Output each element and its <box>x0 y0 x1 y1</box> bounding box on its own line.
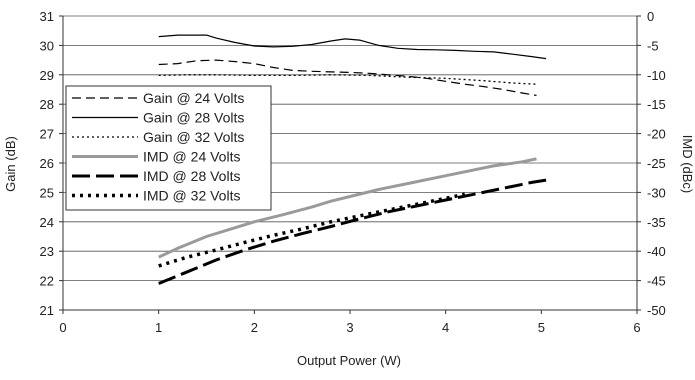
series-layer <box>158 34 547 285</box>
x-tick-label: 6 <box>633 320 640 335</box>
y-tick-label: 29 <box>40 68 54 83</box>
y-tick-label: 22 <box>40 274 54 289</box>
y-tick-label: 21 <box>40 303 54 318</box>
legend-label: IMD @ 32 Volts <box>143 188 240 204</box>
y-tick-label: 26 <box>40 156 54 171</box>
y-tick-label: 23 <box>40 244 54 259</box>
y2-tick-label: 0 <box>647 9 654 24</box>
y2-tick-label: -10 <box>647 68 666 83</box>
legend-label: Gain @ 28 Volts <box>143 110 244 126</box>
y2-tick-label: -20 <box>647 127 666 142</box>
y2-tick-label: -30 <box>647 185 666 200</box>
y-tick-label: 24 <box>40 215 54 230</box>
y2-axis-title: IMD (dBc) <box>680 135 695 194</box>
y2-tick-label: -15 <box>647 97 666 112</box>
x-tick-label: 0 <box>59 320 66 335</box>
series-line-4 <box>158 157 537 259</box>
y2-tick-label: -40 <box>647 244 666 259</box>
x-tick-label: 3 <box>346 320 353 335</box>
series-line-5 <box>158 178 547 285</box>
y-axis-title: Gain (dB) <box>3 136 18 192</box>
axis-layer: 2122232425262728293031-50-45-40-35-30-25… <box>40 9 666 335</box>
x-tick-label: 4 <box>442 320 449 335</box>
series-line-1 <box>158 59 537 96</box>
y-tick-label: 30 <box>40 38 54 53</box>
legend-box <box>65 85 272 211</box>
legend-layer: Gain @ 24 Volts Gain @ 28 Volts Gain @ 32 … <box>65 85 272 211</box>
legend-label: Gain @ 32 Volts <box>143 129 244 145</box>
series-line-2 <box>158 34 547 60</box>
y2-tick-label: -50 <box>647 303 666 318</box>
x-tick-label: 5 <box>538 320 545 335</box>
y2-tick-label: -35 <box>647 215 666 230</box>
y2-tick-label: -45 <box>647 274 666 289</box>
legend-label: Gain @ 24 Volts <box>143 90 244 106</box>
series-line-3 <box>158 74 537 85</box>
legend-label: IMD @ 24 Volts <box>143 149 240 165</box>
y-tick-label: 25 <box>40 185 54 200</box>
x-tick-label: 2 <box>251 320 258 335</box>
y-tick-label: 31 <box>40 9 54 24</box>
y2-tick-label: -5 <box>647 38 659 53</box>
y-tick-label: 27 <box>40 127 54 142</box>
x-axis-title: Output Power (W) <box>297 353 401 368</box>
legend-label: IMD @ 28 Volts <box>143 168 240 184</box>
y-tick-label: 28 <box>40 97 54 112</box>
x-tick-label: 1 <box>155 320 162 335</box>
y2-tick-label: -25 <box>647 156 666 171</box>
